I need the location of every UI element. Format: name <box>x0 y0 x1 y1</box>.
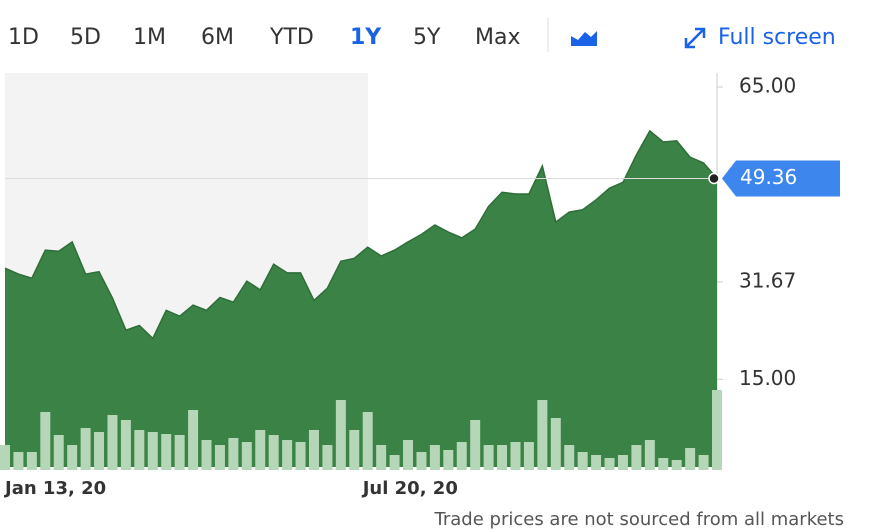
volume-bar <box>470 420 481 470</box>
last-price-dot <box>708 172 720 185</box>
volume-bar <box>268 435 279 470</box>
volume-bar <box>94 432 105 470</box>
range-button[interactable]: 1Y <box>350 25 382 50</box>
volume-bar <box>228 438 239 470</box>
volume-bar <box>523 442 534 470</box>
volume-bar <box>604 458 615 470</box>
last-price-label: 49.36 <box>740 165 797 189</box>
volume-bar <box>40 412 51 470</box>
range-button[interactable]: 6M <box>201 25 234 50</box>
x-tick-label: Jul 20, 20 <box>361 478 458 499</box>
fullscreen-icon[interactable] <box>684 27 706 49</box>
volume-bar <box>685 448 696 470</box>
volume-bar <box>107 415 118 470</box>
price-line <box>4 129 718 340</box>
range-button[interactable]: 1D <box>8 25 39 50</box>
volume-bar <box>308 430 319 470</box>
volume-bar <box>443 450 454 470</box>
range-button[interactable]: 1M <box>133 25 166 50</box>
volume-bar <box>429 445 440 470</box>
last-price-tag <box>722 160 840 197</box>
volume-bar <box>53 435 64 470</box>
y-tick-label: 31.67 <box>739 268 796 292</box>
volume-bar <box>13 452 24 470</box>
range-button[interactable]: YTD <box>269 25 314 50</box>
volume-bar <box>255 430 266 470</box>
volume-bar <box>564 445 575 470</box>
volume-bar <box>147 432 158 470</box>
volume-bar <box>416 452 427 470</box>
volume-bar <box>241 442 252 470</box>
volume-bar <box>174 435 185 470</box>
volume-bar <box>698 455 709 470</box>
volume-bar <box>295 442 306 470</box>
full-screen-button[interactable]: Full screen <box>718 25 836 50</box>
range-button[interactable]: 5D <box>70 25 101 50</box>
volume-bar <box>537 400 548 470</box>
volume-bar <box>658 458 669 470</box>
volume-bar <box>617 455 628 470</box>
volume-bar <box>214 445 225 470</box>
volume-bar <box>403 440 414 470</box>
volume-bar <box>631 445 642 470</box>
price-area <box>5 130 717 467</box>
volume-bar <box>362 412 373 470</box>
volume-bar <box>120 420 131 470</box>
volume-bar <box>577 452 588 470</box>
volume-bar <box>483 445 494 470</box>
volume-bar <box>201 440 212 470</box>
volume-bar <box>67 445 78 470</box>
y-tick-label: 65.00 <box>739 74 796 98</box>
volume-bar <box>671 460 682 470</box>
volume-bar <box>282 440 293 470</box>
volume-bar <box>134 430 145 470</box>
volume-bar <box>591 455 602 470</box>
volume-bar <box>322 445 333 470</box>
volume-bar <box>510 442 521 470</box>
volume-bar <box>456 442 467 470</box>
volume-bar <box>161 434 172 470</box>
volume-bar <box>644 440 655 470</box>
volume-bar <box>188 410 199 470</box>
volume-bar <box>349 430 360 470</box>
range-button[interactable]: Max <box>475 25 520 50</box>
y-tick-label: 15.00 <box>739 366 796 390</box>
volume-bar <box>26 452 37 470</box>
volume-bar <box>497 445 508 470</box>
volume-bar <box>376 445 387 470</box>
volume-bar <box>712 390 722 470</box>
volume-bar <box>0 445 10 470</box>
volume-bar <box>389 455 400 470</box>
range-button[interactable]: 5Y <box>413 25 441 50</box>
footnote: Trade prices are not sourced from all ma… <box>434 509 844 530</box>
chart-type-icon[interactable] <box>571 31 597 46</box>
volume-bar <box>335 400 346 470</box>
x-tick-label: Jan 13, 20 <box>3 478 106 499</box>
volume-bar <box>80 428 91 470</box>
volume-bar <box>550 418 561 470</box>
